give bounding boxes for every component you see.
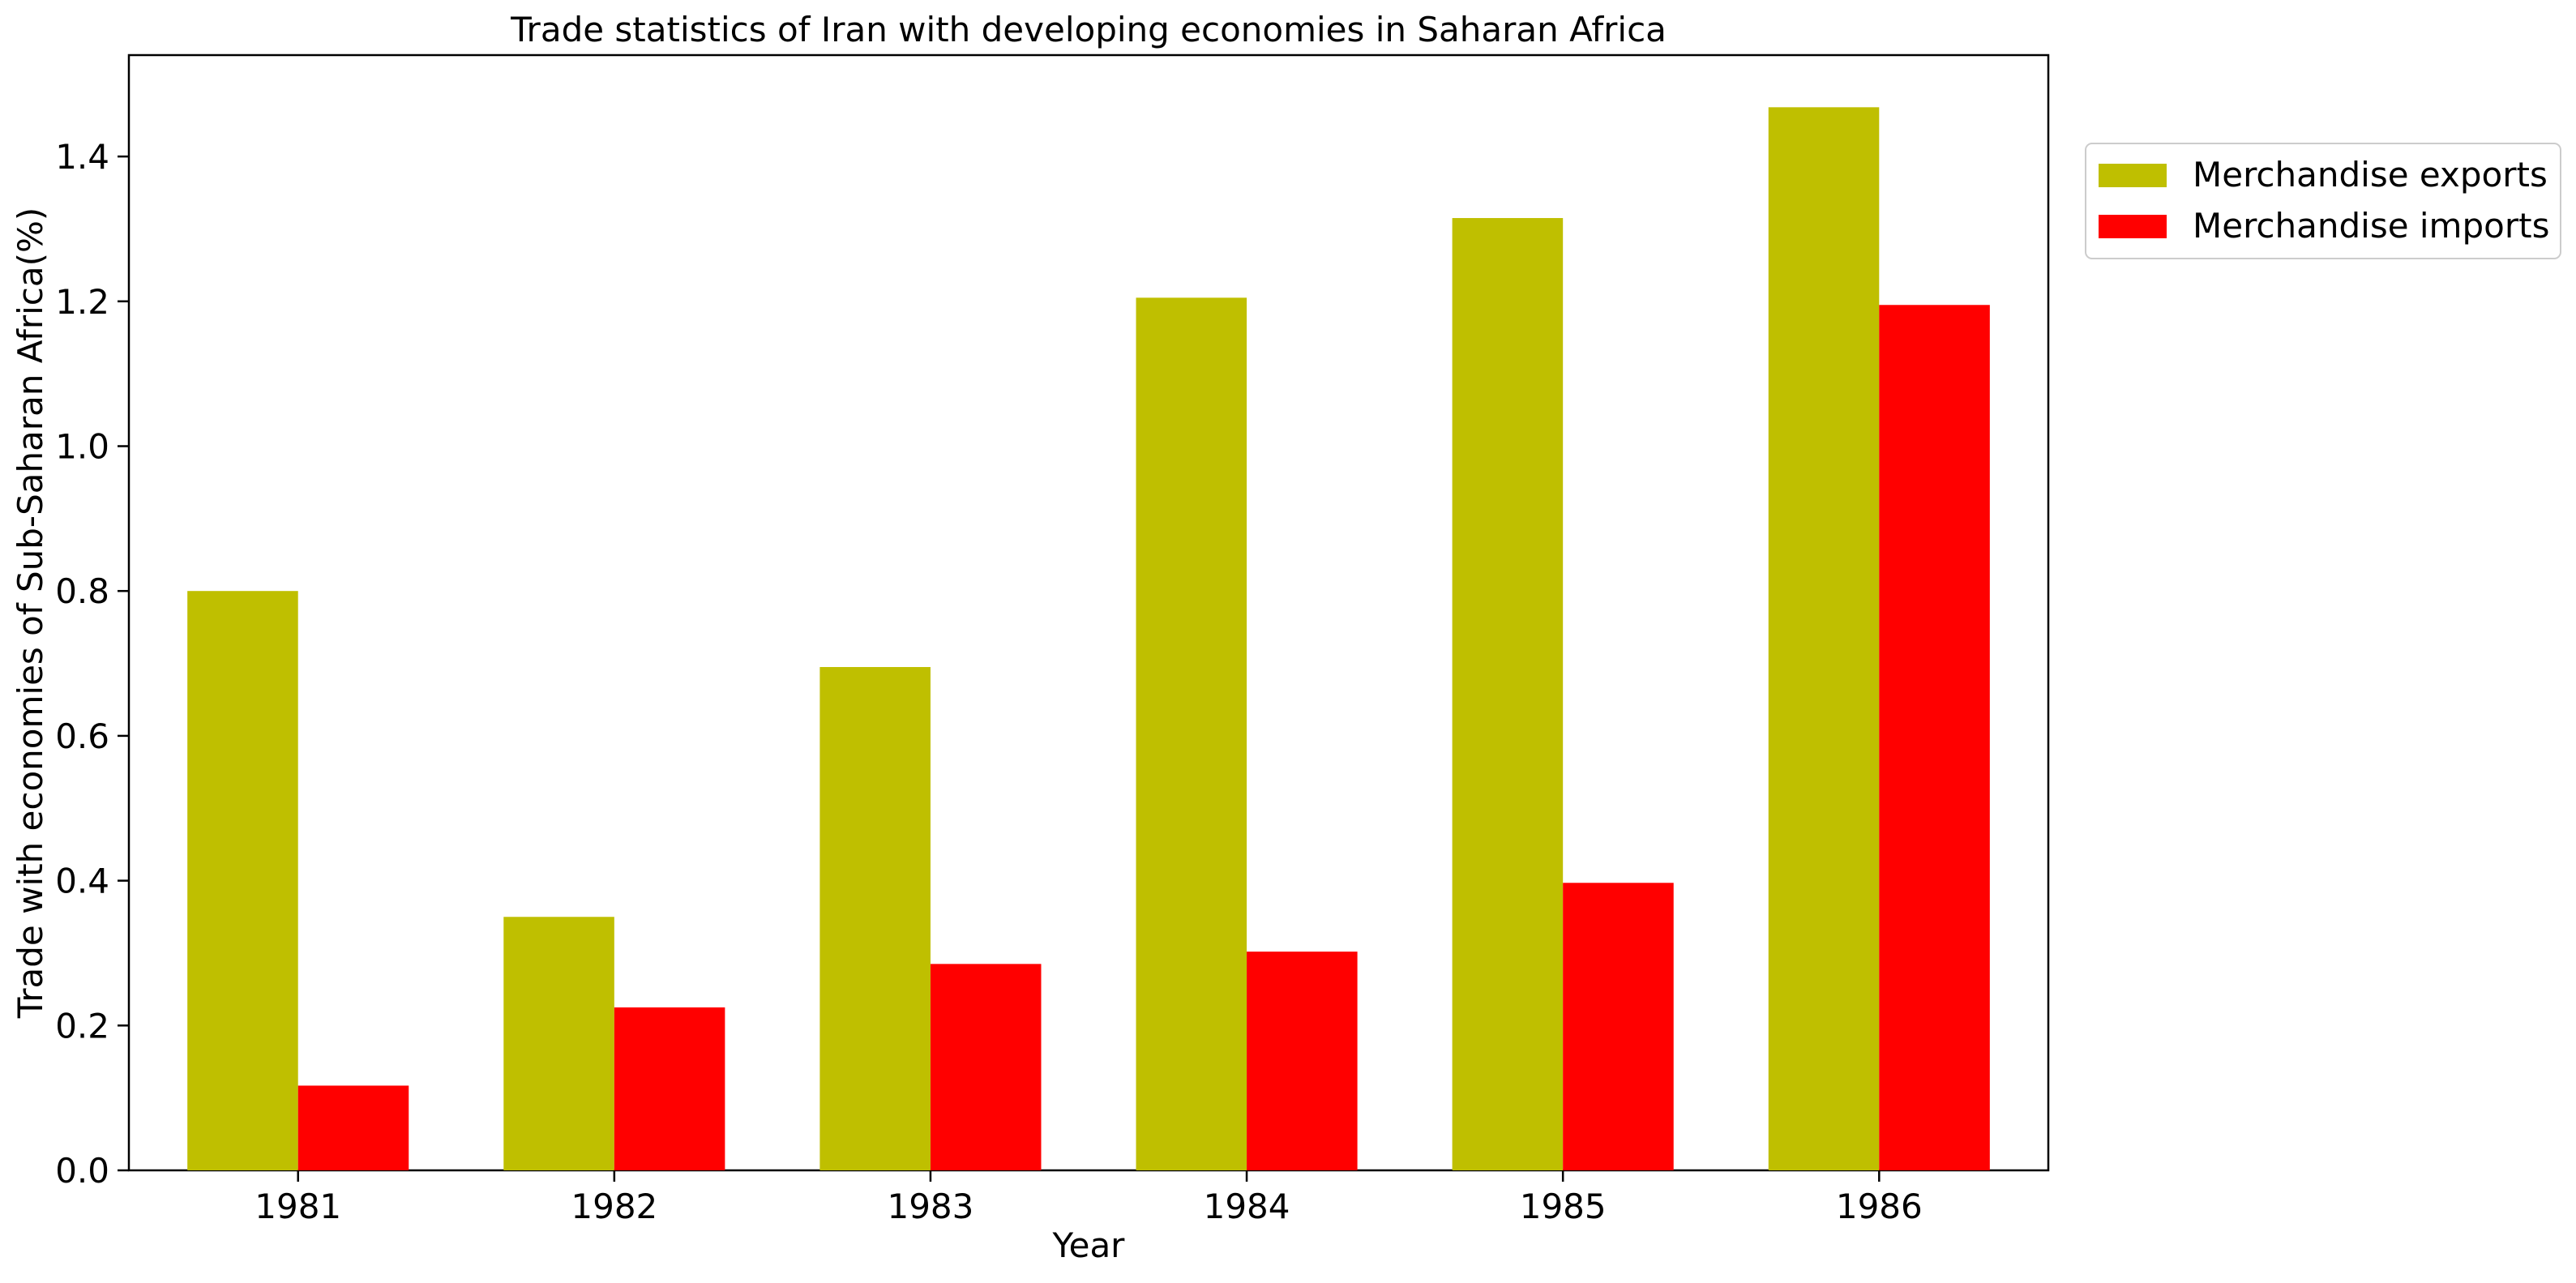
bars-layer bbox=[187, 107, 1990, 1171]
y-tick-label: 1.4 bbox=[55, 137, 109, 177]
bar-merchandise-exports-1981 bbox=[187, 591, 298, 1170]
bar-merchandise-exports-1985 bbox=[1452, 218, 1564, 1170]
chart-title: Trade statistics of Iran with developing… bbox=[510, 10, 1667, 49]
plot-area: 0.00.20.40.60.81.01.21.4 1981 1982 1983 198… bbox=[55, 53, 2050, 1226]
y-axis-label: Trade with economies of Sub-Saharan Afri… bbox=[11, 207, 50, 1020]
bar-merchandise-imports-1981 bbox=[297, 1085, 409, 1170]
y-tick-label: 0.2 bbox=[55, 1006, 109, 1046]
y-tick-label: 0.0 bbox=[55, 1151, 109, 1191]
y-tick-label: 0.4 bbox=[55, 862, 109, 901]
legend-box bbox=[2085, 143, 2561, 259]
x-tick-label-1982: 1982 bbox=[571, 1187, 657, 1226]
bar-merchandise-imports-1985 bbox=[1563, 883, 1674, 1170]
y-tick-label: 0.6 bbox=[55, 716, 109, 756]
bar-merchandise-exports-1984 bbox=[1136, 297, 1247, 1170]
legend-label-merchandise-imports: Merchandise imports bbox=[2193, 206, 2549, 246]
bar-merchandise-exports-1983 bbox=[819, 667, 931, 1170]
legend-swatch-merchandise-imports bbox=[2099, 215, 2167, 238]
legend-label-merchandise-exports: Merchandise exports bbox=[2193, 155, 2548, 195]
x-tick-label-1986: 1986 bbox=[1836, 1187, 1923, 1226]
y-tick-label: 0.8 bbox=[55, 571, 109, 611]
x-tick-label-1983: 1983 bbox=[887, 1187, 973, 1226]
bar-merchandise-imports-1982 bbox=[614, 1007, 725, 1170]
bar-merchandise-imports-1983 bbox=[930, 964, 1042, 1170]
bar-merchandise-exports-1986 bbox=[1768, 107, 1880, 1171]
legend: Merchandise exports Merchandise imports bbox=[2085, 143, 2561, 259]
x-tick-label-1981: 1981 bbox=[255, 1187, 341, 1226]
y-tick-label: 1.2 bbox=[55, 282, 109, 322]
bar-merchandise-imports-1984 bbox=[1247, 952, 1358, 1170]
bar-merchandise-exports-1982 bbox=[503, 917, 614, 1170]
y-axis-ticks: 0.0 0.2 0.4 0.6 0.8 1.0 1.2 1.4 bbox=[55, 137, 129, 1191]
x-tick-label-1984: 1984 bbox=[1204, 1187, 1290, 1226]
x-axis-label: Year bbox=[1052, 1225, 1126, 1265]
y-tick-label: 1.0 bbox=[55, 426, 109, 466]
plot-frame bbox=[127, 53, 2050, 1172]
bar-merchandise-imports-1986 bbox=[1879, 305, 1990, 1170]
legend-entries: Merchandise exports Merchandise imports bbox=[2099, 155, 2549, 246]
x-tick-label-1985: 1985 bbox=[1520, 1187, 1607, 1226]
x-axis-ticks: 1981 1982 1983 1984 1985 1986 bbox=[255, 1170, 1923, 1226]
legend-swatch-merchandise-exports bbox=[2099, 164, 2167, 187]
